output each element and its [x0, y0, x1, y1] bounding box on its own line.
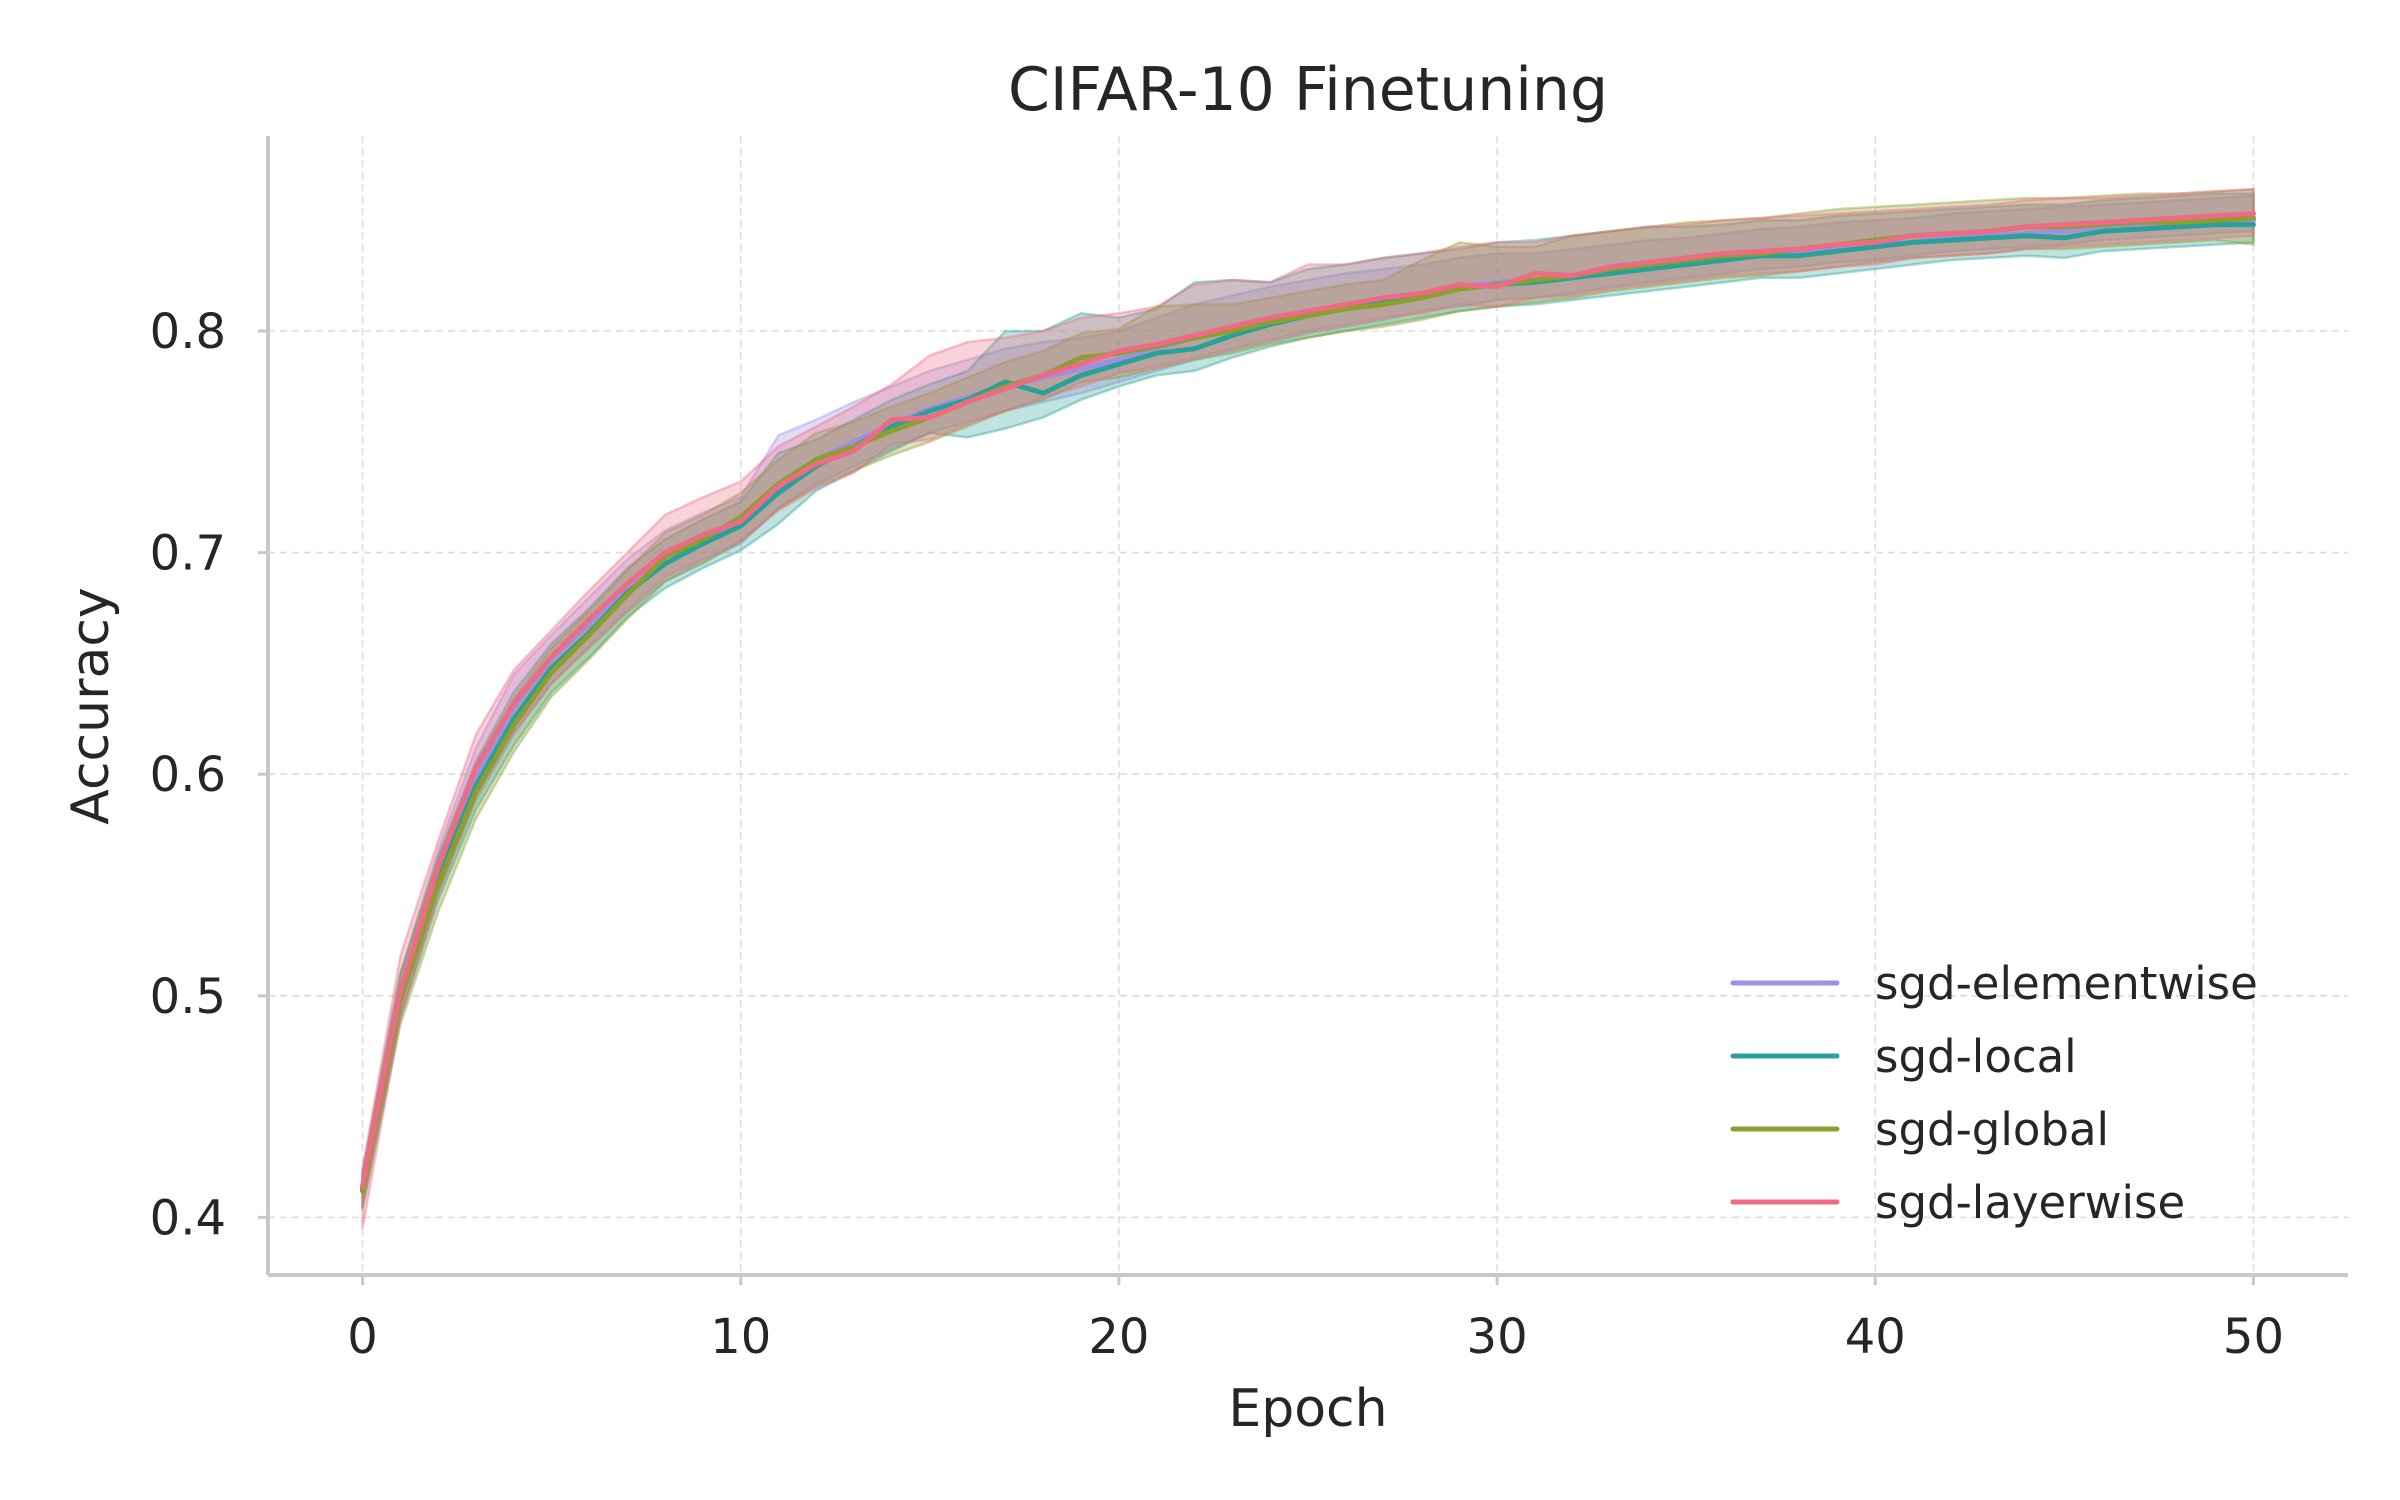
legend-label-sgd-layerwise: sgd-layerwise: [1875, 1176, 2185, 1229]
x-tick-label: 30: [1467, 1309, 1528, 1365]
legend: sgd-elementwise sgd-local sgd-global sgd-la…: [1730, 957, 2258, 1229]
legend-label-sgd-elementwise: sgd-elementwise: [1875, 957, 2258, 1010]
y-tick-label: 0.6: [150, 747, 226, 803]
y-tick-label: 0.8: [150, 304, 226, 360]
axes: [266, 136, 2348, 1277]
sgd-layerwise-line: [360, 211, 2256, 1189]
x-axis-label: Epoch: [1228, 1379, 1387, 1439]
x-tick-label: 50: [2223, 1309, 2284, 1365]
y-axis-label: Accuracy: [61, 587, 121, 824]
y-tick-label: 0.7: [150, 526, 226, 582]
chart-title: CIFAR-10 Finetuning: [1008, 55, 1608, 125]
sgd-global-band: [361, 187, 2255, 1209]
x-tick-label: 20: [1088, 1309, 1149, 1365]
x-tick-label: 0: [347, 1309, 378, 1365]
y-tick-label: 0.5: [150, 969, 226, 1025]
x-tick-label: 10: [710, 1309, 771, 1365]
legend-label-sgd-local: sgd-local: [1875, 1030, 2077, 1083]
legend-label-sgd-global: sgd-global: [1875, 1103, 2109, 1156]
x-tick-label: 40: [1845, 1309, 1906, 1365]
sgd-local-band: [361, 192, 2255, 1209]
ticks: 0 10 20 30 40 50 0.4 0.5 0.6 0.7 0.8: [150, 304, 2284, 1365]
series-lines: [360, 211, 2256, 1194]
grid: [268, 136, 2348, 1275]
y-tick-label: 0.4: [150, 1190, 226, 1246]
